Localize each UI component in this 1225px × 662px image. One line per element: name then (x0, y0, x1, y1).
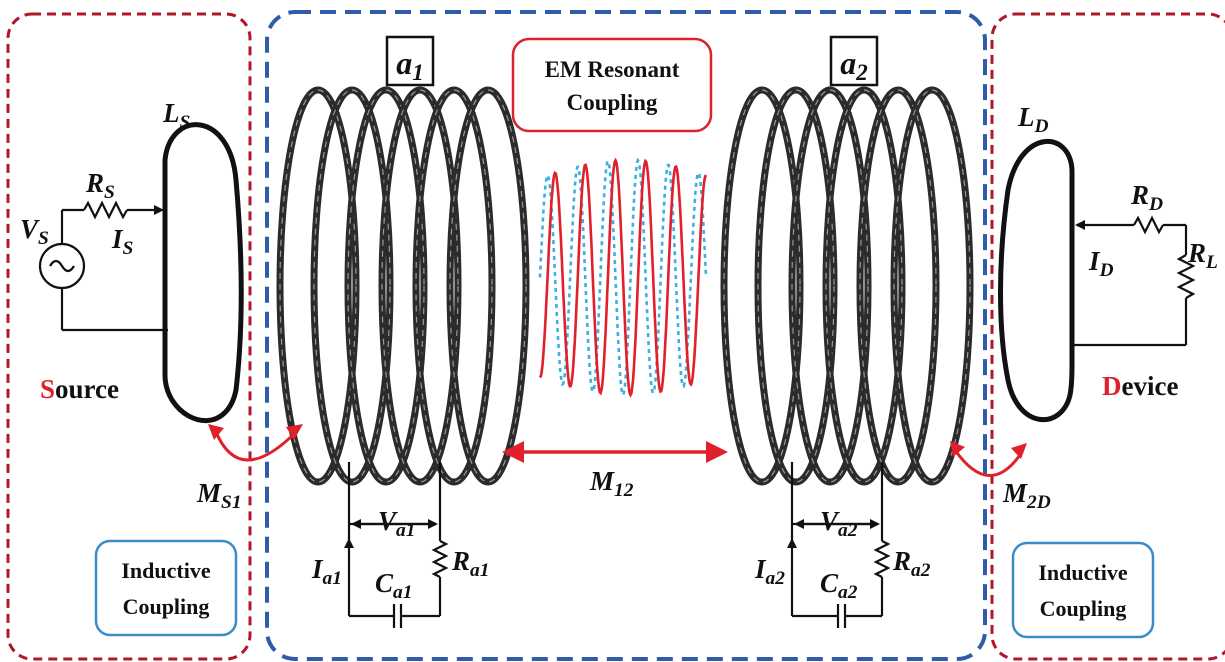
source-region-border (6, 12, 252, 661)
device-label: Device (1102, 371, 1178, 401)
inductive-coupling-box-right (1011, 541, 1155, 639)
inductive-left-line2: Coupling (123, 594, 210, 619)
id-label: ID (1088, 246, 1114, 281)
ls-label: LS (162, 98, 190, 133)
coil-turn-highlight (893, 89, 971, 483)
a2-label-box (829, 35, 879, 87)
ra2-resistor (873, 540, 891, 578)
em-box-line2: Coupling (567, 90, 658, 115)
rd-label: RD (1130, 180, 1163, 215)
rd-resistor (1133, 215, 1164, 235)
a1-label-box (385, 35, 435, 87)
ca2-label: Ca2 (820, 568, 858, 603)
device-loop (998, 138, 1075, 422)
coil-turn-highlight (757, 89, 835, 483)
coil-turn-highlight (347, 89, 425, 483)
m2d-label: M2D (1002, 478, 1051, 513)
coil-turn-highlight (279, 89, 357, 483)
rs-resistor (83, 200, 128, 220)
blue-wave (538, 157, 708, 399)
coil-turn-highlight (313, 89, 391, 483)
source-loop (162, 122, 244, 424)
ra1-label: Ra1 (451, 546, 489, 581)
resonator-a1-circuit (344, 488, 449, 628)
ms1-arrow (208, 424, 303, 462)
va1-label: Va1 (378, 506, 415, 541)
m12-label: M12 (589, 466, 634, 501)
inductive-right-line1: Inductive (1038, 560, 1127, 585)
rs-label: RS (85, 168, 115, 203)
source-circuit (38, 122, 244, 424)
ms1-label: MS1 (196, 478, 242, 513)
device-region-border (990, 12, 1225, 661)
m12-arrow (502, 441, 728, 463)
is-label: IS (111, 224, 133, 259)
em-box-line1: EM Resonant (545, 57, 680, 82)
a2-label: a2 (840, 45, 868, 85)
coil-turn-highlight (825, 89, 903, 483)
coil-turn-highlight (859, 89, 937, 483)
coil-turn-highlight (415, 89, 493, 483)
em-resonant-coupling-box (511, 37, 713, 133)
inductive-left-line1: Inductive (121, 558, 210, 583)
ld-label: LD (1017, 102, 1049, 137)
ra1-resistor (431, 540, 449, 578)
resonator-coil-a1 (276, 86, 530, 488)
inductive-right-line2: Coupling (1040, 596, 1127, 621)
em-field-waves (538, 157, 708, 399)
m2d-arrow (950, 441, 1027, 477)
resonator-coil-a2 (720, 86, 974, 488)
resonant-region-border (265, 10, 987, 661)
coil-turn-highlight (791, 89, 869, 483)
vs-label: VS (20, 214, 49, 249)
ia1-label: Ia1 (311, 554, 342, 589)
a1-label: a1 (396, 45, 424, 85)
resonator-a2-circuit (787, 488, 891, 628)
va2-label: Va2 (820, 506, 858, 541)
rl-resistor (1176, 254, 1196, 299)
ia2-label: Ia2 (754, 554, 785, 589)
inductive-coupling-box-left (94, 539, 238, 637)
source-label: Source (40, 374, 119, 404)
coil-turn-highlight (381, 89, 459, 483)
device-circuit (998, 138, 1196, 422)
coil-turn-highlight (449, 89, 527, 483)
ca1-label: Ca1 (375, 568, 412, 603)
coil-turn-highlight (723, 89, 801, 483)
ra2-label: Ra2 (892, 546, 931, 581)
red-wave (538, 157, 708, 398)
rl-label: RL (1187, 238, 1218, 273)
